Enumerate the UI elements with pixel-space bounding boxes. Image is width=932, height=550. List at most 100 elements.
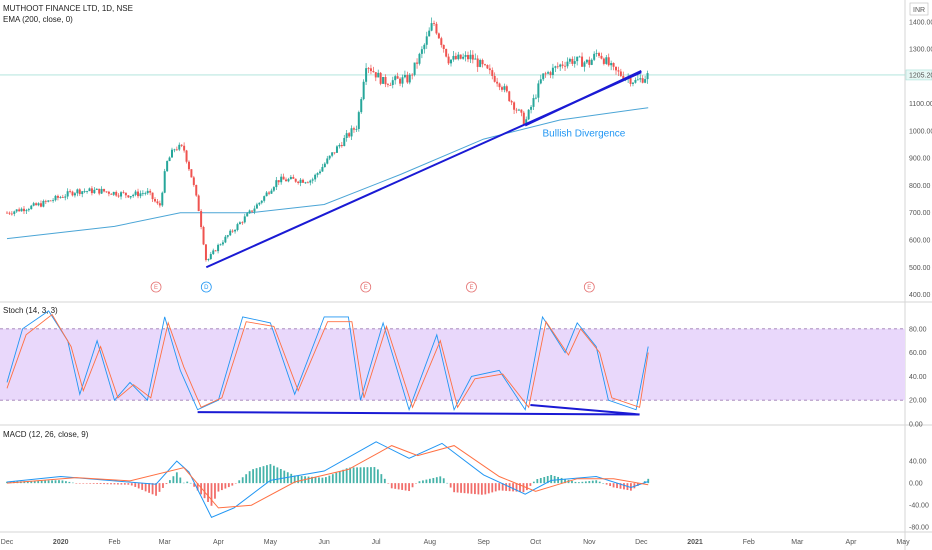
candle xyxy=(399,77,402,87)
macd-histogram-bar xyxy=(498,483,501,491)
candle-body xyxy=(382,77,385,84)
macd-histogram-bar xyxy=(560,477,563,484)
candle-body xyxy=(173,149,176,151)
candle xyxy=(595,49,598,57)
candle xyxy=(115,190,118,197)
candle-body xyxy=(187,161,190,170)
candle-body xyxy=(166,161,169,172)
candle xyxy=(452,51,455,62)
macd-histogram-bar xyxy=(494,483,497,492)
candle xyxy=(450,59,453,67)
candle-body xyxy=(408,74,411,83)
candle xyxy=(554,65,557,73)
candle-body xyxy=(76,189,79,194)
candle xyxy=(566,57,569,69)
marker-circle xyxy=(150,281,162,293)
candle-body xyxy=(556,66,559,68)
candle-body xyxy=(248,210,251,214)
candle-body xyxy=(59,197,62,198)
candle-body xyxy=(71,191,74,196)
candle xyxy=(163,168,166,194)
candle xyxy=(180,144,183,148)
dividend-marker[interactable]: D xyxy=(200,281,212,293)
candle-body xyxy=(141,193,144,195)
macd-histogram-bar xyxy=(529,483,532,486)
earnings-marker[interactable]: E xyxy=(583,281,595,293)
candle xyxy=(30,204,33,210)
earnings-marker[interactable]: E xyxy=(360,281,372,293)
macd-histogram-bar xyxy=(404,483,407,491)
candle-body xyxy=(110,193,113,195)
candle xyxy=(120,191,123,200)
candle xyxy=(639,74,642,83)
price-tick-label: 800.00 xyxy=(909,183,931,190)
candle xyxy=(411,73,414,80)
macd-histogram-bar xyxy=(65,481,67,484)
candle xyxy=(644,75,647,84)
candle-body xyxy=(479,60,482,67)
candle xyxy=(445,48,448,58)
candle-body xyxy=(607,57,610,66)
macd-histogram-bar xyxy=(141,483,144,490)
macd-histogram-bar xyxy=(515,483,518,492)
candle-body xyxy=(466,54,469,60)
stoch-tick-label: 60.00 xyxy=(909,350,927,357)
candle xyxy=(195,184,198,197)
candle xyxy=(282,173,285,180)
ema-line xyxy=(6,107,649,240)
candle xyxy=(496,77,499,87)
candle xyxy=(207,258,210,262)
candle-body xyxy=(503,86,506,90)
candle-body xyxy=(64,196,67,198)
price-trendline[interactable] xyxy=(524,70,642,127)
macd-histogram-bar xyxy=(408,483,410,492)
candle xyxy=(457,51,460,61)
stoch-trendline[interactable] xyxy=(197,411,640,416)
macd-histogram-bar xyxy=(89,483,92,484)
macd-histogram-bar xyxy=(550,474,553,484)
macd-histogram-bar xyxy=(300,476,303,484)
price-tick-label: 400.00 xyxy=(909,292,931,299)
candle-body xyxy=(462,56,465,59)
candle xyxy=(258,202,261,206)
candle-body xyxy=(255,204,258,209)
candle-body xyxy=(491,70,494,76)
candle-body xyxy=(277,180,280,183)
candle xyxy=(343,134,346,147)
macd-histogram-bar xyxy=(279,468,282,484)
macd-histogram-bar xyxy=(293,475,296,484)
candle xyxy=(81,190,84,198)
earnings-marker[interactable]: E xyxy=(466,281,477,293)
stoch-trendline[interactable] xyxy=(530,403,640,416)
candle xyxy=(542,73,545,81)
candle-body xyxy=(323,163,326,167)
candle-body xyxy=(246,213,249,217)
candle-body xyxy=(219,244,222,246)
price-tick-label: 700.00 xyxy=(909,210,931,217)
currency-badge[interactable] xyxy=(909,2,929,16)
candle-body xyxy=(120,192,123,197)
candle xyxy=(299,178,302,187)
candle xyxy=(418,52,421,66)
candle xyxy=(382,76,385,84)
candle-body xyxy=(54,195,57,201)
macd-histogram-bar xyxy=(422,480,424,484)
candle xyxy=(314,173,317,182)
candle xyxy=(326,155,329,165)
candle xyxy=(476,55,479,72)
earnings-marker[interactable]: E xyxy=(150,281,162,293)
candle xyxy=(406,71,409,84)
macd-histogram-bar xyxy=(633,483,636,489)
candle-body xyxy=(442,44,445,49)
candle-body xyxy=(331,152,334,156)
candle xyxy=(86,190,89,194)
candle xyxy=(508,90,511,102)
candle-body xyxy=(44,200,47,202)
x-tick-label: May xyxy=(896,539,910,546)
candle-body xyxy=(132,194,135,197)
candle xyxy=(168,156,171,162)
candle xyxy=(287,177,290,183)
candle-body xyxy=(226,235,229,237)
candle-body xyxy=(469,54,472,60)
candle xyxy=(564,61,567,72)
